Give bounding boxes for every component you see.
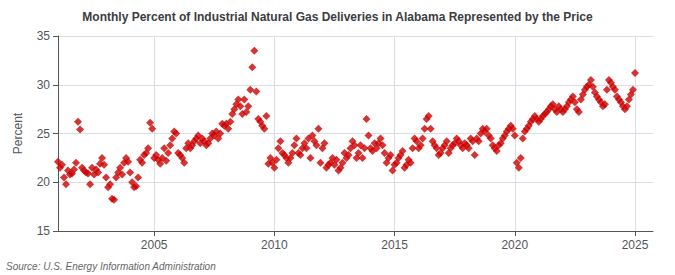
svg-text:15: 15 [37, 224, 51, 238]
svg-text:2010: 2010 [261, 238, 288, 252]
svg-text:2020: 2020 [501, 238, 528, 252]
svg-text:35: 35 [37, 29, 51, 43]
svg-text:Source: U.S. Energy Informatio: Source: U.S. Energy Information Administ… [6, 261, 216, 272]
svg-text:20: 20 [37, 175, 51, 189]
svg-text:2025: 2025 [622, 238, 649, 252]
svg-text:2015: 2015 [381, 238, 408, 252]
svg-text:Monthly Percent of Industrial: Monthly Percent of Industrial Natural Ga… [82, 10, 593, 24]
svg-text:25: 25 [37, 127, 51, 141]
svg-text:Percent: Percent [11, 112, 25, 154]
svg-text:2005: 2005 [141, 238, 168, 252]
svg-text:30: 30 [37, 78, 51, 92]
